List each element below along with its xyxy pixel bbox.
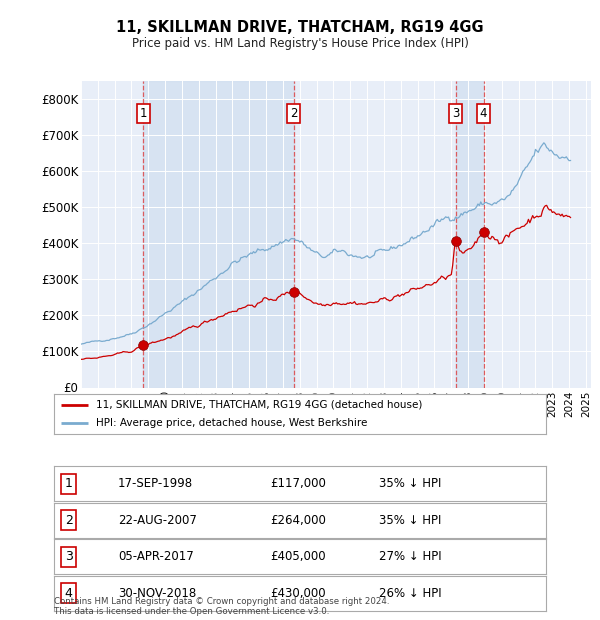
Text: £264,000: £264,000 — [271, 514, 326, 526]
Text: 27% ↓ HPI: 27% ↓ HPI — [379, 551, 442, 563]
Text: 4: 4 — [480, 107, 487, 120]
Text: 05-APR-2017: 05-APR-2017 — [118, 551, 194, 563]
Text: 2: 2 — [65, 514, 73, 526]
Text: 30-NOV-2018: 30-NOV-2018 — [118, 587, 196, 600]
Text: 26% ↓ HPI: 26% ↓ HPI — [379, 587, 442, 600]
Text: 35% ↓ HPI: 35% ↓ HPI — [379, 514, 441, 526]
Text: 22-AUG-2007: 22-AUG-2007 — [118, 514, 197, 526]
Bar — [455, 81, 484, 388]
Text: Price paid vs. HM Land Registry's House Price Index (HPI): Price paid vs. HM Land Registry's House … — [131, 37, 469, 50]
Text: 1: 1 — [140, 107, 147, 120]
Text: £430,000: £430,000 — [271, 587, 326, 600]
Text: 4: 4 — [65, 587, 73, 600]
Text: 17-SEP-1998: 17-SEP-1998 — [118, 477, 193, 490]
Text: 2: 2 — [290, 107, 298, 120]
Text: HPI: Average price, detached house, West Berkshire: HPI: Average price, detached house, West… — [96, 418, 367, 428]
Text: 3: 3 — [452, 107, 460, 120]
Bar — [143, 81, 294, 388]
Text: 3: 3 — [65, 551, 73, 563]
Text: 35% ↓ HPI: 35% ↓ HPI — [379, 477, 441, 490]
Text: £405,000: £405,000 — [271, 551, 326, 563]
Text: £117,000: £117,000 — [271, 477, 326, 490]
Text: 1: 1 — [65, 477, 73, 490]
Text: 11, SKILLMAN DRIVE, THATCHAM, RG19 4GG (detached house): 11, SKILLMAN DRIVE, THATCHAM, RG19 4GG (… — [96, 399, 422, 410]
Text: 11, SKILLMAN DRIVE, THATCHAM, RG19 4GG: 11, SKILLMAN DRIVE, THATCHAM, RG19 4GG — [116, 20, 484, 35]
Text: Contains HM Land Registry data © Crown copyright and database right 2024.
This d: Contains HM Land Registry data © Crown c… — [54, 597, 389, 616]
